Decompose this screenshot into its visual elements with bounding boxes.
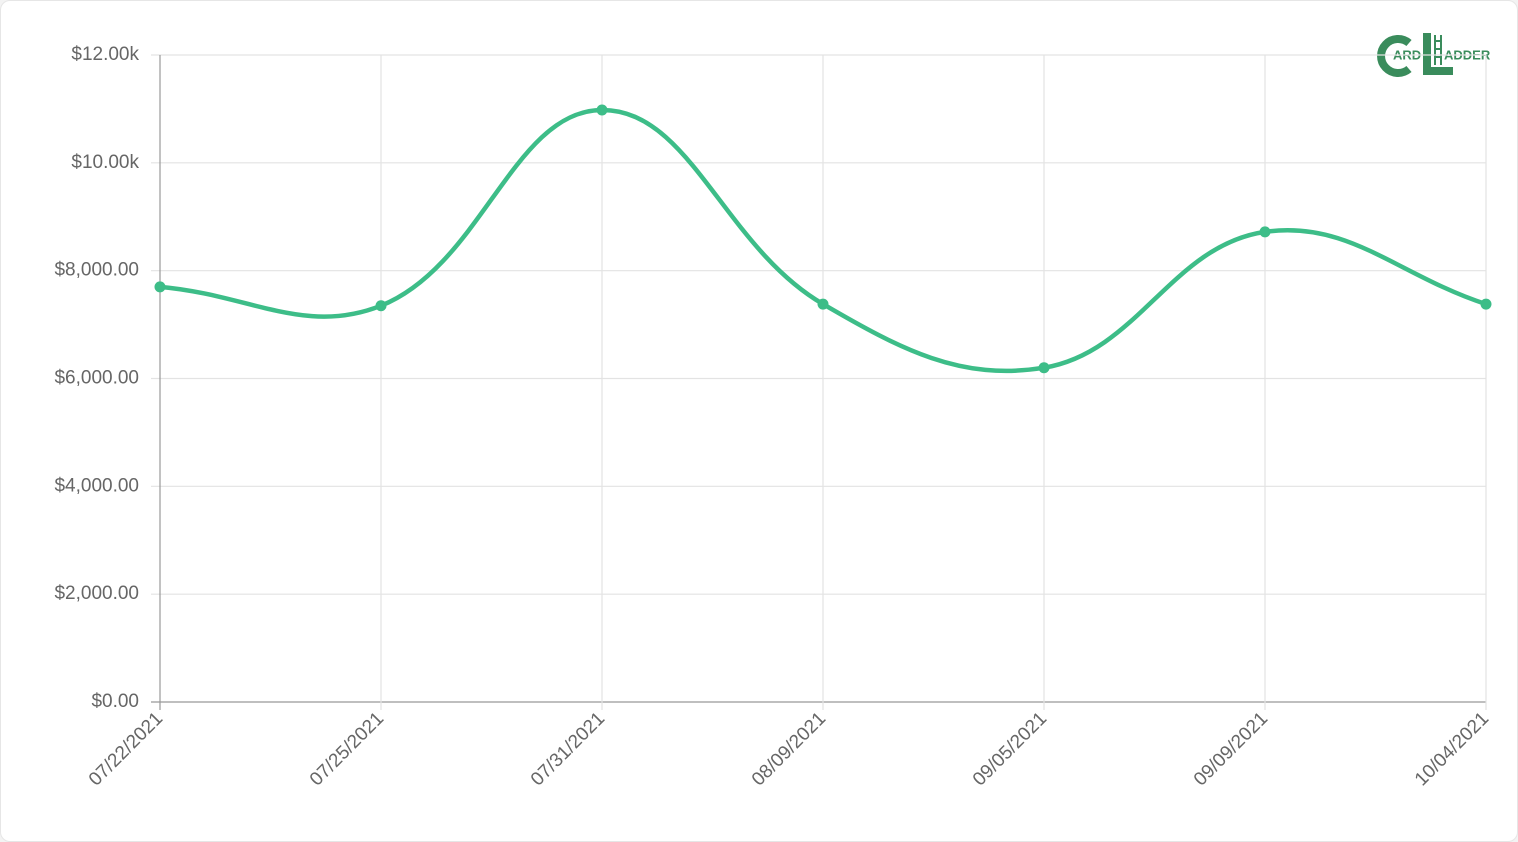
y-tick-label: $2,000.00: [54, 583, 139, 604]
x-tick-label: 07/31/2021: [527, 708, 609, 790]
point: [1038, 362, 1050, 374]
logo: ARD ADDER: [1377, 33, 1491, 77]
point: [375, 300, 387, 312]
x-tick-label: 10/04/2021: [1411, 708, 1493, 790]
y-tick-label: $4,000.00: [54, 475, 139, 496]
point: [1259, 226, 1271, 238]
y-tick-label: $6,000.00: [54, 368, 139, 389]
point: [817, 298, 829, 310]
logo-ladder: [1434, 35, 1442, 65]
x-tick-label: 07/25/2021: [306, 708, 388, 790]
y-tick-label: $10.00k: [71, 152, 139, 173]
point: [1480, 298, 1492, 310]
logo-l: [1423, 33, 1453, 75]
y-tick-label: $0.00: [91, 691, 139, 712]
y-tick-label: $12.00k: [71, 44, 139, 65]
point: [154, 281, 166, 293]
x-tick-label: 07/22/2021: [85, 708, 167, 790]
x-tick-label: 09/09/2021: [1190, 708, 1272, 790]
x-tick-label: 09/05/2021: [969, 708, 1051, 790]
x-tick-label: 08/09/2021: [748, 708, 830, 790]
point: [596, 104, 608, 116]
y-tick-label: $8,000.00: [54, 260, 139, 281]
logo-c: [1377, 35, 1412, 77]
